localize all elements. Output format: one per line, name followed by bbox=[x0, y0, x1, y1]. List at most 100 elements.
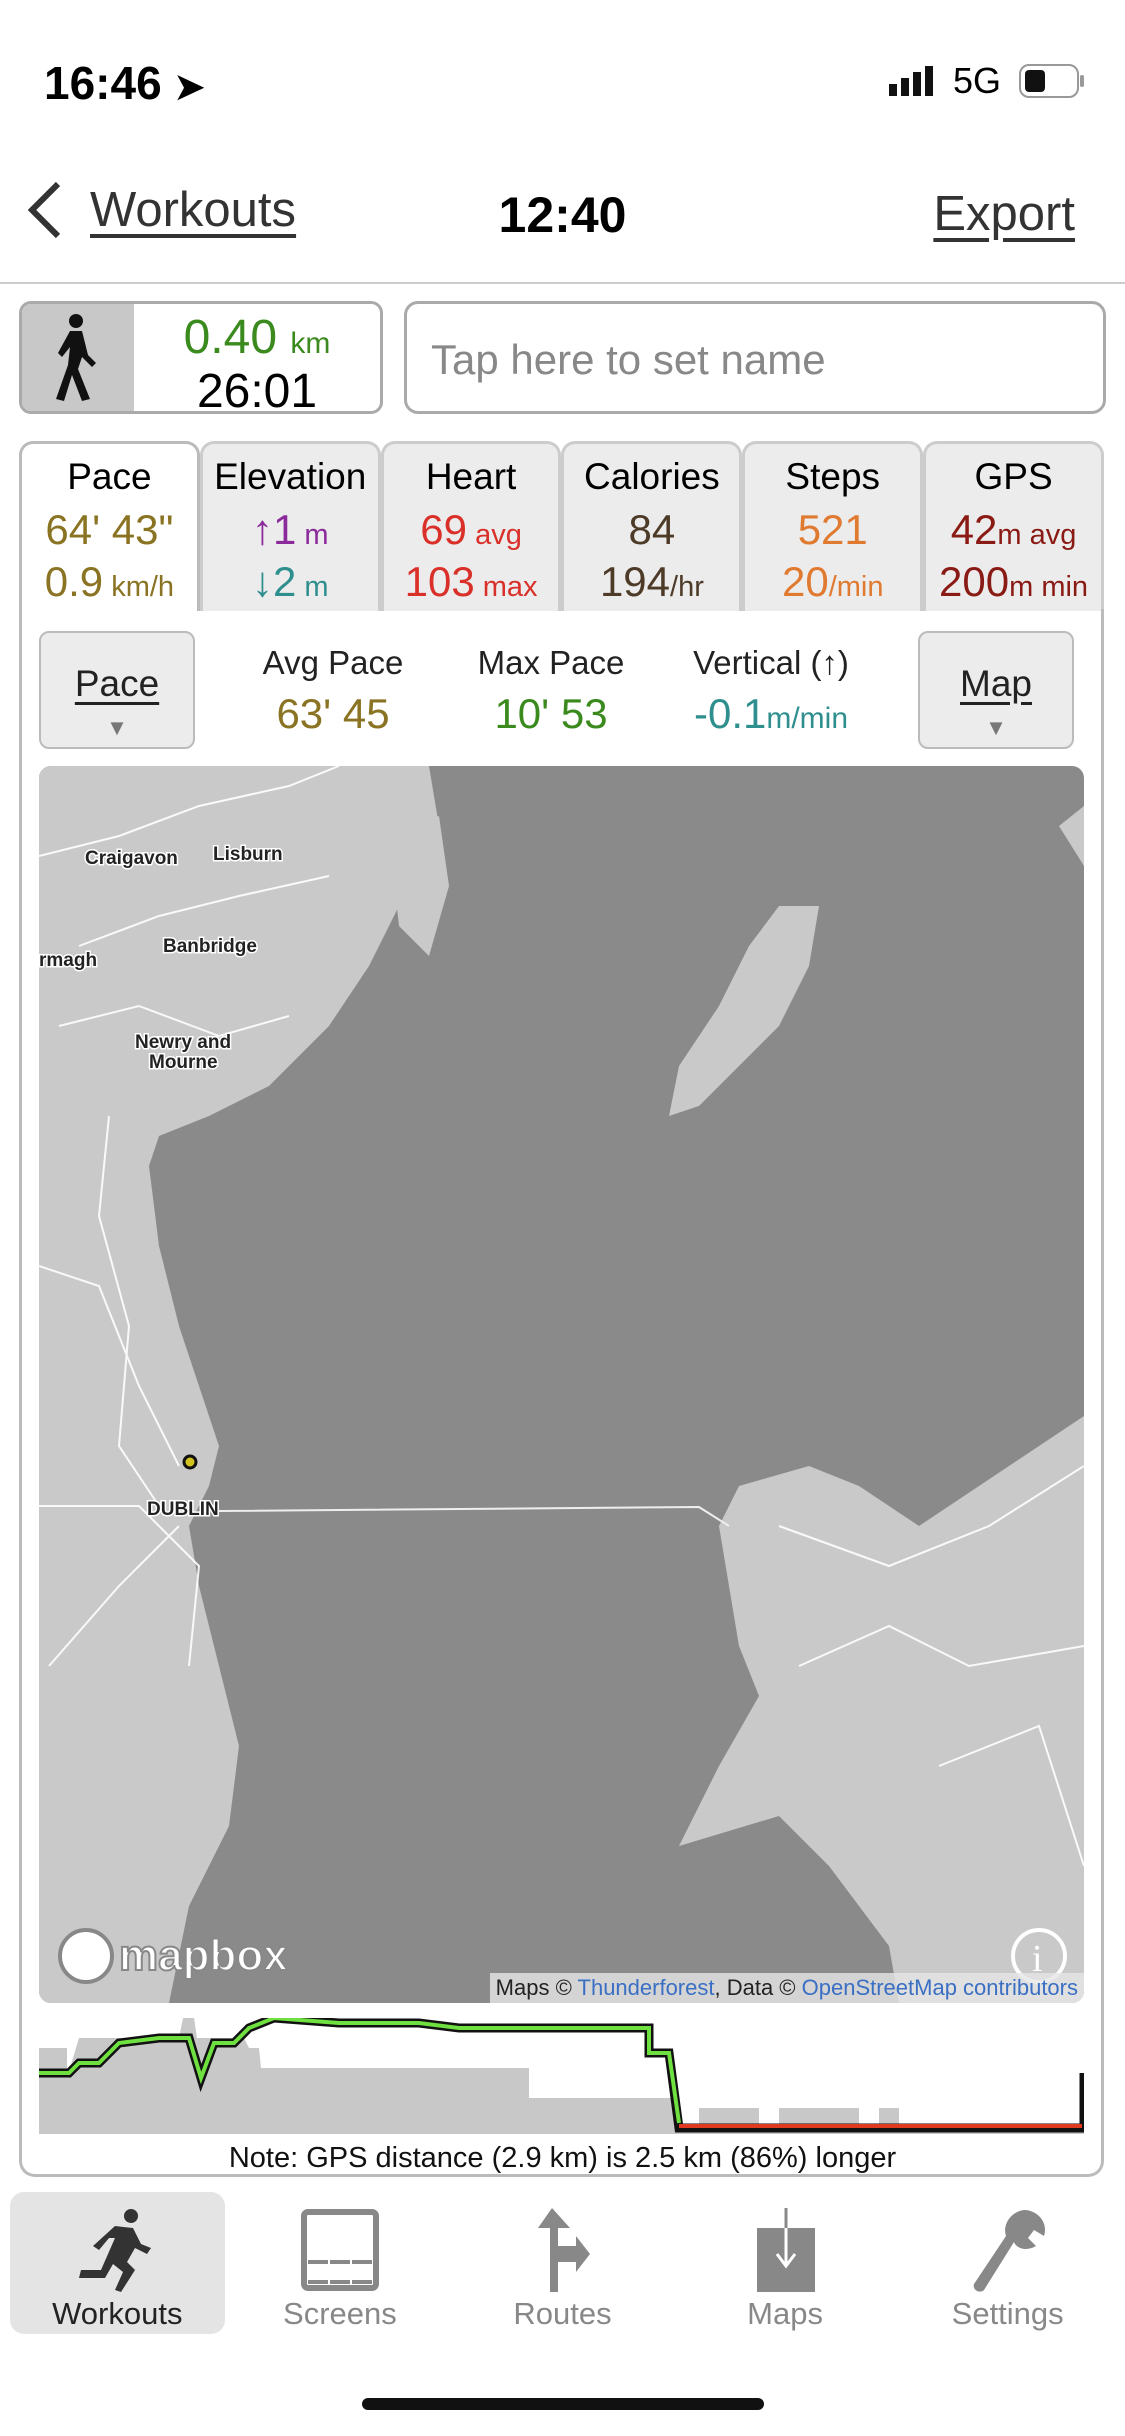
running-icon bbox=[79, 2209, 152, 2292]
metric-tabs: Pace 64' 43" 0.9 km/h Elevation ↑1 m ↓2 m… bbox=[19, 441, 1104, 611]
pace-line-good bbox=[39, 2018, 681, 2124]
workout-summary[interactable]: 0.40 km 26:01 bbox=[19, 301, 383, 414]
tab-routes[interactable]: Routes bbox=[455, 2192, 670, 2334]
value: ↓2 bbox=[251, 558, 297, 605]
tab-primary-value: ↑1 m bbox=[203, 509, 378, 551]
attrib-text: , Data © bbox=[714, 1975, 802, 2000]
stat-unit: m/min bbox=[766, 702, 849, 735]
value: 84 bbox=[628, 506, 676, 553]
tab-secondary-value: 194/hr bbox=[564, 561, 739, 603]
location-arrow-icon: ➤ bbox=[174, 66, 205, 107]
header-divider bbox=[0, 282, 1125, 284]
stat-value: 10' 53 bbox=[494, 690, 608, 737]
tab-label: Routes bbox=[513, 2296, 612, 2331]
map-label: DUBLIN bbox=[147, 1499, 219, 1520]
value: 0.9 bbox=[44, 558, 104, 605]
land-wales bbox=[679, 1416, 1084, 2003]
value: ↑1 bbox=[251, 506, 297, 553]
land-scotland bbox=[1059, 806, 1084, 866]
tab-steps[interactable]: Steps 521 20/min bbox=[742, 441, 924, 611]
network-label: 5G bbox=[952, 60, 1001, 101]
value: 521 bbox=[797, 506, 868, 553]
mapbox-logo: mapbox bbox=[58, 1928, 289, 1984]
tab-title: Elevation bbox=[214, 456, 367, 497]
tab-heart[interactable]: Heart 69 avg 103 max bbox=[380, 441, 562, 611]
wrench-icon bbox=[973, 2210, 1045, 2292]
map-view[interactable]: Craigavon Lisburn Banbridge rmagh Newry … bbox=[39, 766, 1084, 2003]
tab-secondary-value: ↓2 m bbox=[203, 561, 378, 603]
map-label: Banbridge bbox=[163, 936, 257, 957]
tab-calories[interactable]: Calories 84 194/hr bbox=[561, 441, 743, 611]
metric-panel bbox=[19, 609, 1104, 2177]
stat-max-pace: Max Pace 10' 53 bbox=[446, 646, 656, 735]
tab-primary-value: 521 bbox=[745, 509, 920, 551]
tab-workouts[interactable]: Workouts bbox=[10, 2192, 225, 2334]
land-ireland bbox=[39, 766, 439, 2003]
stat-title: Max Pace bbox=[477, 644, 625, 681]
walking-icon bbox=[22, 304, 134, 411]
chevron-left-icon bbox=[27, 181, 61, 239]
screens-icon bbox=[300, 2209, 379, 2291]
pace-elevation-chart[interactable] bbox=[39, 2018, 1084, 2134]
back-label: Workouts bbox=[90, 183, 297, 237]
distance-unit: km bbox=[290, 327, 331, 360]
stat-avg-pace: Avg Pace 63' 45 bbox=[228, 646, 438, 735]
stat-value: -0.1 bbox=[693, 690, 767, 737]
map-attribution: Maps © Thunderforest, Data © OpenStreetM… bbox=[489, 1973, 1084, 2003]
gps-distance-note: Note: GPS distance (2.9 km) is 2.5 km (8… bbox=[228, 2142, 897, 2174]
maps-download-icon bbox=[757, 2208, 816, 2292]
tab-label: Maps bbox=[747, 2296, 823, 2331]
bottom-tab-bar: Workouts Screens Routes Maps Settings bbox=[0, 2192, 1125, 2334]
view-dropdown[interactable]: Map ▼ bbox=[918, 631, 1074, 749]
status-time: 16:46 ➤ bbox=[44, 56, 205, 110]
tab-label: Settings bbox=[951, 2296, 1064, 2331]
tab-settings[interactable]: Settings bbox=[900, 2192, 1115, 2334]
stat-title: Vertical (↑) bbox=[693, 644, 849, 681]
value: 64' 43" bbox=[45, 506, 174, 553]
stat-value: 63' 45 bbox=[276, 690, 390, 737]
routes-icon bbox=[538, 2208, 591, 2292]
tab-title: Steps bbox=[785, 456, 881, 497]
map-label: Lisburn bbox=[213, 844, 283, 865]
unit: m avg bbox=[997, 519, 1077, 551]
tab-secondary-value: 20/min bbox=[745, 561, 920, 603]
tab-maps[interactable]: Maps bbox=[678, 2192, 893, 2334]
tab-label: Workouts bbox=[52, 2296, 183, 2331]
tab-title: Calories bbox=[584, 456, 720, 497]
unit: m bbox=[296, 571, 329, 603]
page-title: 12:40 bbox=[498, 187, 627, 243]
thunderforest-link[interactable]: Thunderforest bbox=[577, 1975, 715, 2000]
map-label: Newry and bbox=[135, 1032, 231, 1053]
time-text: 16:46 bbox=[44, 57, 162, 109]
view-label: Map bbox=[960, 663, 1032, 704]
land-peninsula bbox=[389, 816, 449, 956]
osm-link[interactable]: OpenStreetMap contributors bbox=[801, 1975, 1078, 2000]
export-button[interactable]: Export bbox=[933, 187, 1075, 241]
unit: km/h bbox=[103, 571, 175, 603]
gps-track bbox=[218, 1505, 730, 1527]
status-indicators: 5G bbox=[888, 60, 1085, 102]
value: 194 bbox=[599, 558, 671, 605]
tab-primary-value: 64' 43" bbox=[22, 509, 197, 551]
tab-title: Pace bbox=[67, 456, 152, 497]
chart-type-dropdown[interactable]: Pace ▼ bbox=[39, 631, 195, 749]
tab-pace[interactable]: Pace 64' 43" 0.9 km/h bbox=[19, 441, 200, 611]
land-isle-of-man bbox=[669, 906, 819, 1116]
value: 200 bbox=[939, 558, 1010, 605]
workout-name-input[interactable]: Tap here to set name bbox=[404, 301, 1106, 414]
tab-gps[interactable]: GPS 42m avg 200m min bbox=[923, 441, 1104, 611]
tab-screens[interactable]: Screens bbox=[233, 2192, 448, 2334]
value: 69 bbox=[420, 506, 468, 553]
tab-title: Heart bbox=[425, 456, 517, 497]
home-indicator[interactable] bbox=[362, 2398, 764, 2410]
value: 103 bbox=[404, 558, 475, 605]
unit: m bbox=[296, 519, 329, 551]
signal-icon bbox=[888, 66, 933, 96]
back-button[interactable]: Workouts bbox=[24, 180, 296, 240]
unit: m min bbox=[1009, 571, 1089, 603]
elevation-area bbox=[39, 2018, 1084, 2134]
unit: avg bbox=[467, 519, 522, 551]
map-label: Mourne bbox=[149, 1052, 218, 1073]
unit: max bbox=[474, 571, 538, 603]
tab-elevation[interactable]: Elevation ↑1 m ↓2 m bbox=[199, 441, 381, 611]
